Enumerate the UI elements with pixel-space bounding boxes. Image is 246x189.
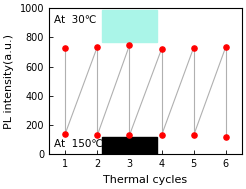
Bar xyxy=(102,137,157,154)
Point xyxy=(192,46,196,49)
Point xyxy=(192,134,196,137)
Point xyxy=(224,45,228,48)
Text: At  30℃: At 30℃ xyxy=(54,15,96,25)
Point xyxy=(160,134,164,137)
Point xyxy=(127,44,131,47)
Point xyxy=(160,48,164,51)
Point xyxy=(127,134,131,137)
X-axis label: Thermal cycles: Thermal cycles xyxy=(103,175,187,185)
Point xyxy=(224,135,228,138)
Point xyxy=(95,45,99,48)
Point xyxy=(95,134,99,137)
Point xyxy=(63,46,67,49)
Text: At  150℃: At 150℃ xyxy=(54,139,103,149)
Point xyxy=(63,132,67,136)
Y-axis label: PL intensity(a.u.): PL intensity(a.u.) xyxy=(4,34,14,129)
Bar xyxy=(102,10,157,42)
